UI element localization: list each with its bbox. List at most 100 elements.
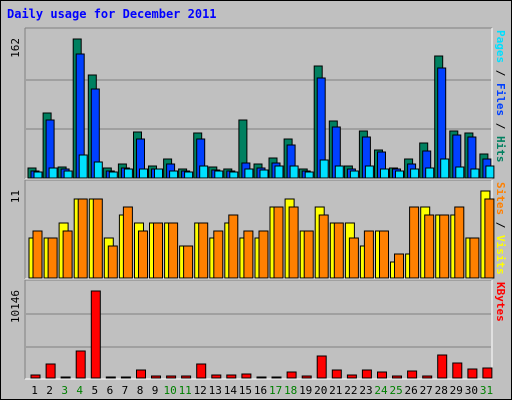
x-axis-day-label: 3 [61, 384, 68, 397]
x-axis-day-label: 24 [374, 384, 388, 397]
hits-files-pages-bar-pages [108, 171, 118, 179]
visits-sites-bar-sites [303, 230, 314, 279]
x-axis-day-label: 22 [344, 384, 357, 397]
visits-sites-bar-sites [363, 230, 374, 279]
visits-sites-bar-sites [122, 206, 133, 279]
kbytes-bar-kbytes [407, 370, 418, 379]
hits-files-pages-bar-pages [199, 165, 209, 179]
kbytes-bar-kbytes [226, 374, 237, 379]
visits-sites-bar-sites [92, 198, 103, 279]
x-axis-day-label: 25 [389, 384, 402, 397]
kbytes-bar-kbytes [211, 374, 222, 379]
hits-files-pages-bar-pages [169, 170, 179, 179]
hits-files-pages-bar-pages [48, 167, 58, 179]
hits-files-pages-legend-part: Hits [494, 136, 507, 163]
visits-sites-bar-sites [394, 253, 404, 279]
hits-files-pages-legend-part: Files [494, 83, 507, 116]
kbytes-bar-kbytes [361, 369, 372, 379]
visits-sites-bar-sites [439, 214, 450, 279]
visits-sites-legend-part: Sites [494, 182, 507, 215]
visits-sites-bar-sites [107, 245, 118, 279]
x-axis-day-label: 28 [435, 384, 448, 397]
hits-files-pages-legend-label: Pages / Files / Hits [494, 30, 507, 163]
hits-files-pages-legend-part: Pages [494, 30, 507, 63]
x-axis-day-label: 11 [179, 384, 192, 397]
hits-files-pages-bar-pages [244, 168, 254, 179]
kbytes-bar-kbytes [181, 375, 192, 379]
kbytes-bar-kbytes [196, 363, 207, 379]
hits-files-pages-bar-pages [410, 168, 420, 179]
hits-files-pages-bar-pages [485, 165, 495, 179]
visits-sites-bar-sites [198, 222, 209, 279]
kbytes-bar-kbytes [437, 354, 448, 379]
kbytes-plot-area [25, 280, 492, 379]
visits-sites-bar-sites [213, 230, 224, 279]
x-axis-day-label: 9 [152, 384, 159, 397]
visits-sites-bar-sites [228, 214, 239, 279]
kbytes-bar-kbytes [377, 371, 387, 379]
visits-sites-bar-sites [348, 237, 359, 279]
x-axis-day-label: 10 [163, 384, 176, 397]
hits-files-pages-bar-pages [440, 158, 450, 179]
visits-sites-bar-sites [47, 237, 58, 279]
visits-sites-bar-sites [469, 237, 480, 279]
kbytes-bar-kbytes [151, 375, 161, 379]
visits-sites-legend-part: Visits [494, 235, 507, 275]
hits-files-pages-bar-pages [380, 168, 389, 179]
hits-files-pages-bar-pages [78, 154, 88, 179]
x-axis-day-label: 7 [122, 384, 129, 397]
kbytes-bar-kbytes [136, 369, 146, 379]
x-axis-day-label: 30 [465, 384, 478, 397]
visits-sites-bar-sites [77, 198, 88, 279]
hits-files-pages-bar-pages [123, 168, 133, 179]
x-axis-day-label: 16 [254, 384, 267, 397]
hits-files-pages-bar-pages [259, 169, 269, 179]
hits-files-pages-bar-pages [304, 171, 314, 179]
x-axis-day-label: 18 [284, 384, 297, 397]
hits-files-pages-bar-pages [289, 165, 299, 179]
visits-sites-bar-sites [379, 230, 389, 279]
hits-files-pages-bar-pages [63, 170, 73, 179]
hits-files-pages-bar-pages [184, 171, 194, 179]
visits-sites-bar-sites [424, 214, 435, 279]
visits-sites-bar-sites [258, 230, 269, 279]
hits-files-pages-ymax-label: 162 [9, 38, 22, 58]
hits-files-pages-bar-pages [214, 170, 224, 179]
kbytes-bar-kbytes [482, 367, 493, 379]
chart-title: Daily usage for December 2011 [7, 7, 217, 21]
visits-sites-bar-sites [138, 230, 148, 279]
visits-sites-bar-sites [183, 245, 194, 279]
visits-sites-bar-sites [318, 214, 329, 279]
kbytes-bar-kbytes [422, 375, 433, 379]
hits-files-pages-bar-pages [425, 167, 435, 179]
hits-files-pages-plot-area [25, 28, 492, 179]
visits-sites-legend-label: Sites / Visits [494, 182, 507, 275]
kbytes-bar-kbytes [467, 368, 478, 379]
visits-sites-bar-sites [454, 206, 465, 279]
x-axis-day-label: 26 [404, 384, 417, 397]
visits-sites-ymax-label: 11 [9, 190, 22, 203]
x-axis-day-label: 31 [480, 384, 493, 397]
hits-files-pages-bar-pages [364, 165, 374, 179]
visits-sites-bar-sites [32, 230, 43, 279]
visits-sites-bar-sites [409, 206, 420, 279]
hits-files-pages-bar-pages [455, 166, 465, 179]
kbytes-bar-kbytes [90, 290, 101, 379]
hits-files-pages-bar-pages [319, 159, 329, 179]
x-axis-day-label: 19 [299, 384, 312, 397]
kbytes-ymax-label: 10146 [9, 290, 22, 323]
visits-sites-bar-sites [484, 198, 495, 279]
x-axis-day-label: 15 [239, 384, 252, 397]
kbytes-bar-kbytes [392, 375, 402, 379]
kbytes-bar-kbytes [30, 374, 41, 379]
x-axis-day-label: 5 [91, 384, 98, 397]
kbytes-bar-kbytes [316, 355, 327, 379]
kbytes-bar-kbytes [331, 369, 342, 379]
visits-sites-bar-sites [288, 206, 299, 279]
visits-sites-legend-part: / [494, 215, 507, 235]
hits-files-pages-bar-pages [334, 165, 344, 179]
hits-files-pages-bar-pages [470, 168, 480, 179]
hits-files-pages-bar-pages [395, 170, 404, 179]
kbytes-bar-kbytes [45, 363, 56, 379]
